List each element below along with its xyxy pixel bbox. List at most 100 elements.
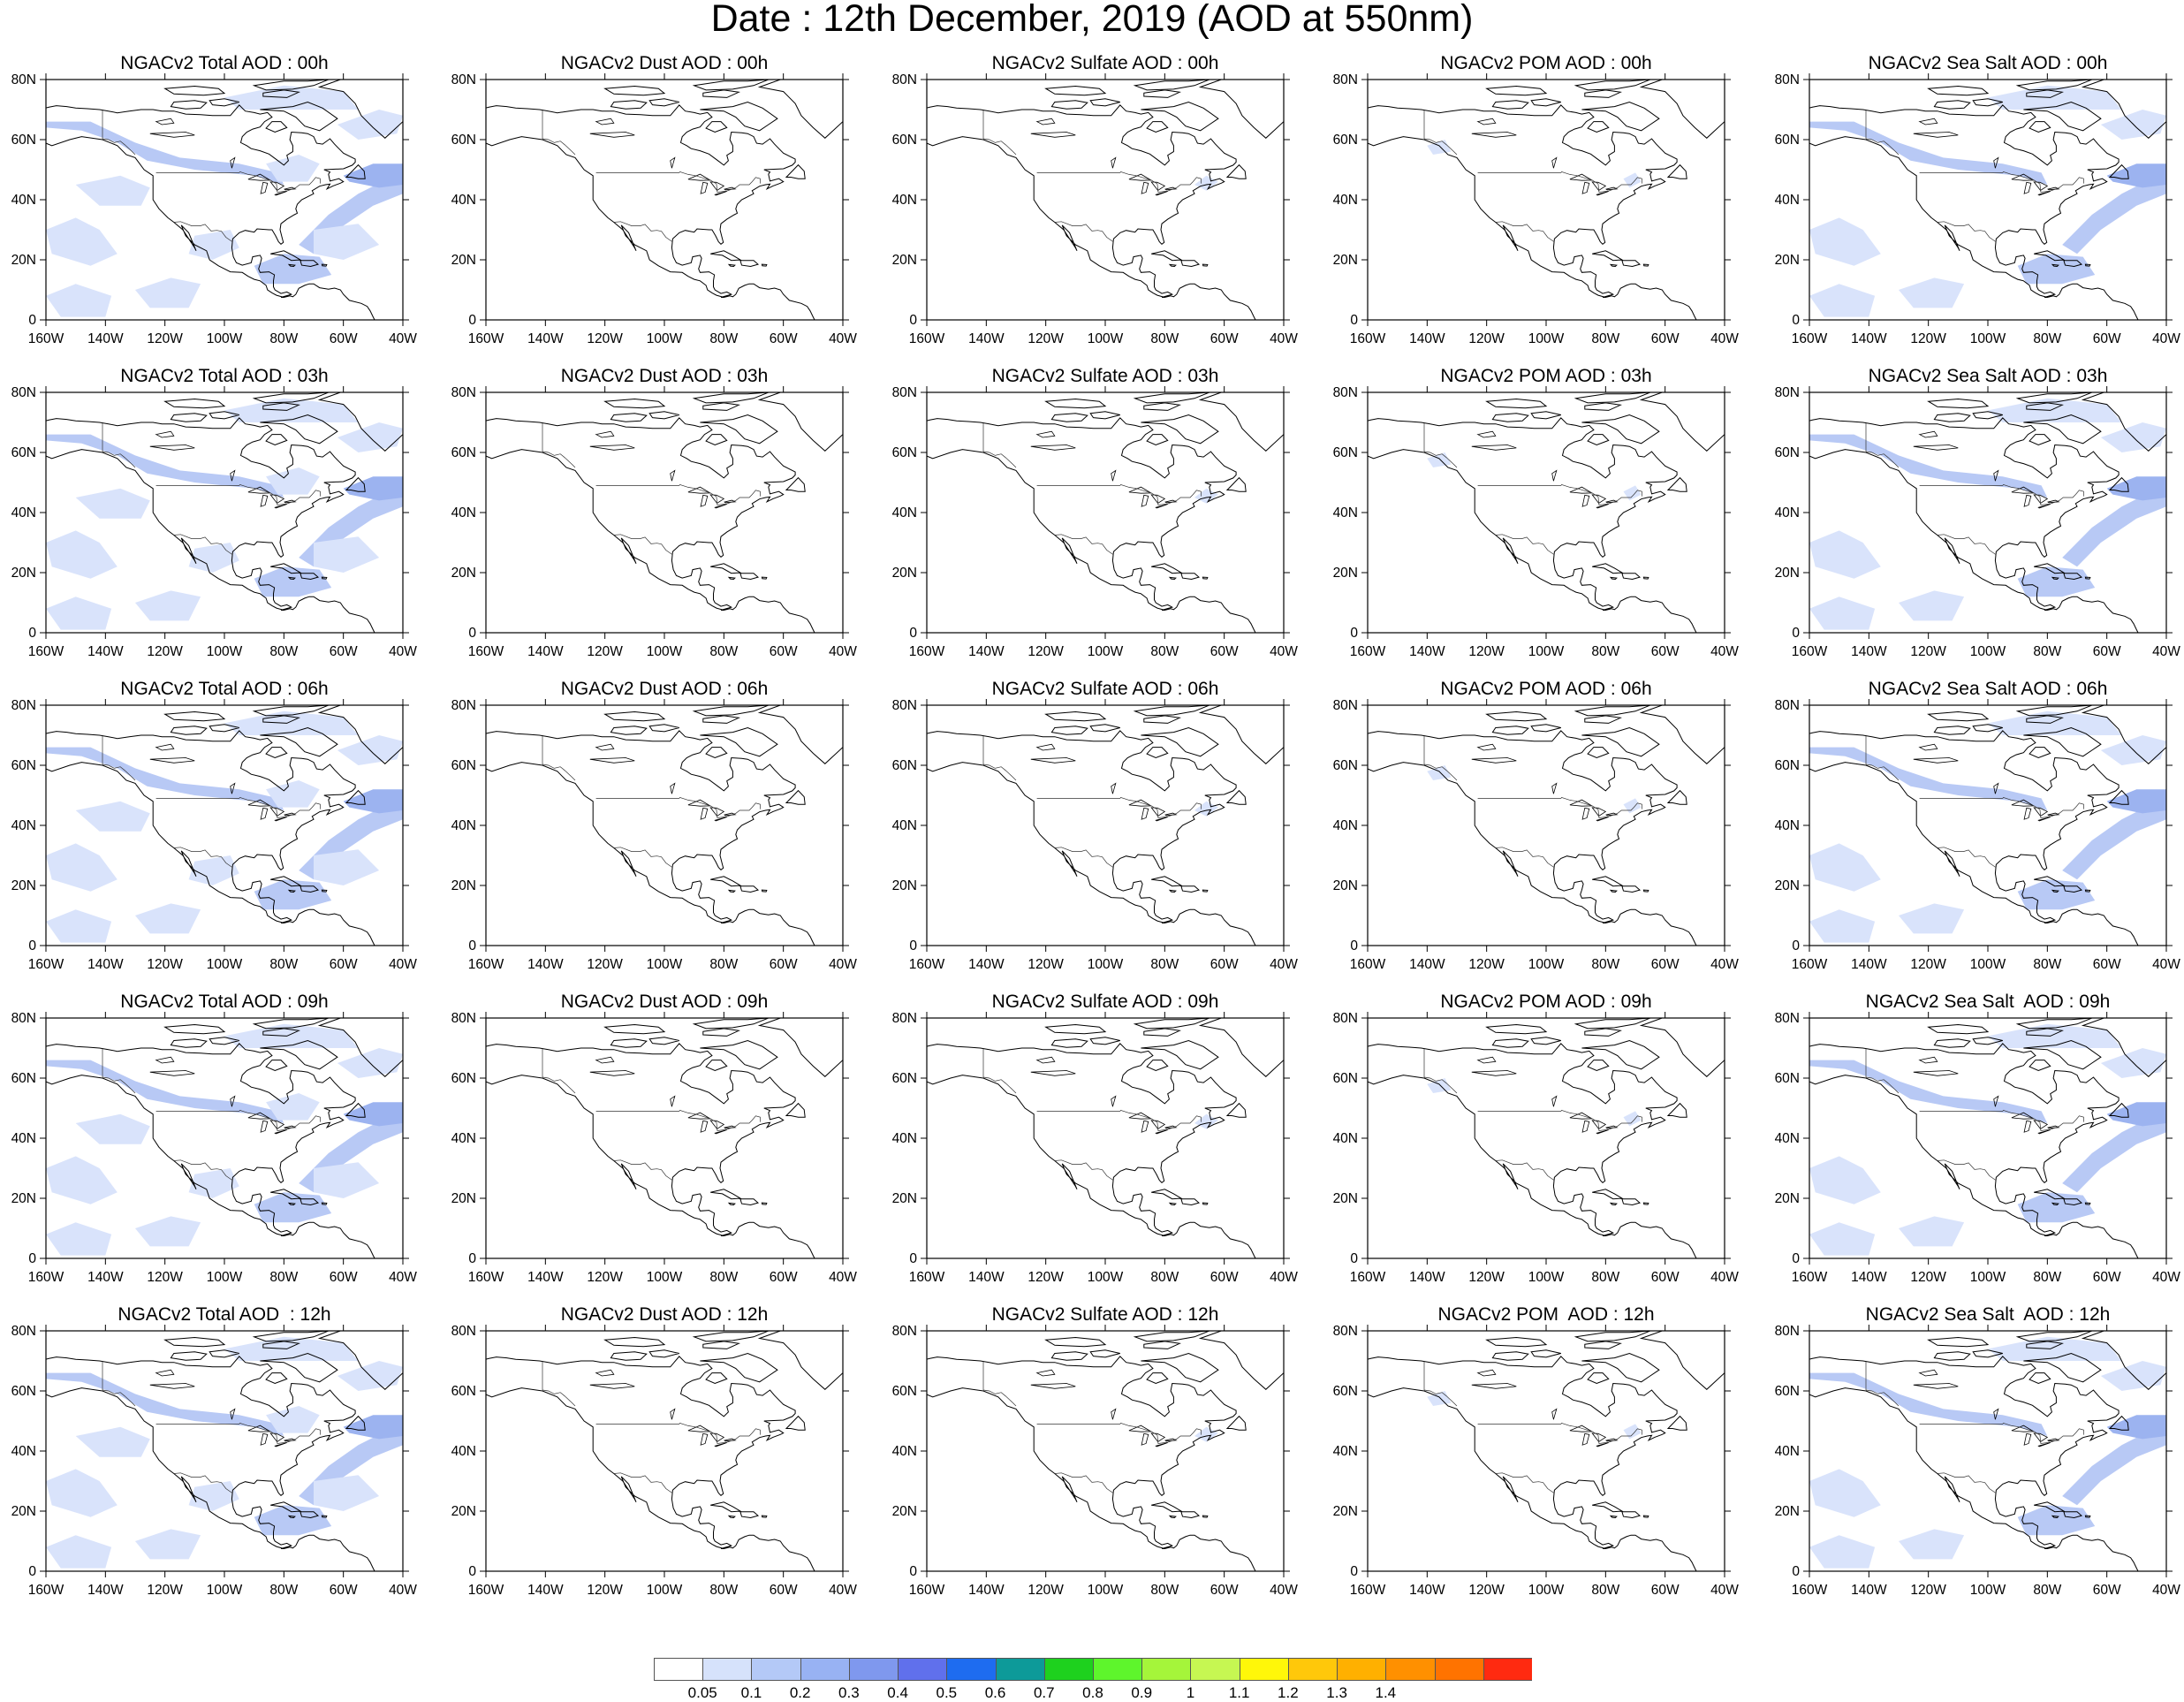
x-tick-label: 40W <box>2152 957 2180 972</box>
y-tick-label: 80N <box>451 385 476 400</box>
aod-shading-area <box>1194 1113 1218 1129</box>
panel-title: NGACv2 Sea Salt AOD : 09h <box>1865 992 2111 1012</box>
aod-shading-area <box>1809 217 1881 266</box>
x-tick-label: 140W <box>1409 331 1445 346</box>
aod-shading-area <box>1899 1529 1965 1560</box>
y-tick-label: 20N <box>451 566 476 581</box>
x-tick-label: 120W <box>1910 1583 1946 1598</box>
x-tick-label: 100W <box>1528 1270 1565 1285</box>
x-tick-label: 80W <box>709 1270 738 1285</box>
y-tick-label: 0 <box>468 626 476 641</box>
x-tick-label: 100W <box>1088 1583 1124 1598</box>
y-tick-label: 0 <box>28 1564 36 1579</box>
y-tick-label: 40N <box>451 1444 476 1459</box>
x-tick-label: 80W <box>2033 331 2061 346</box>
country-borders <box>102 110 321 243</box>
y-tick-label: 80N <box>1333 72 1358 87</box>
panel-title: NGACv2 POM AOD : 06h <box>1440 679 1652 699</box>
aod-shading-area <box>224 1336 359 1361</box>
coastline <box>927 392 1284 633</box>
y-tick-label: 80N <box>451 72 476 87</box>
x-tick-label: 80W <box>709 1583 738 1598</box>
x-tick-label: 80W <box>1591 331 1619 346</box>
x-tick-label: 40W <box>829 331 857 346</box>
x-tick-label: 80W <box>1150 1270 1179 1285</box>
y-tick-label: 20N <box>11 253 36 268</box>
aod-shading-area <box>1899 1216 1965 1247</box>
aod-shading-area <box>1809 1535 1876 1569</box>
map-plot: 160W 140W 120W 100W 80W 60W 40W 0 20N 40N 60N 80N <box>892 72 1299 346</box>
x-tick-label: 140W <box>968 331 1005 346</box>
x-tick-label: 140W <box>87 1583 124 1598</box>
y-tick-label: 0 <box>1792 938 1800 954</box>
y-tick-label: 60N <box>1333 133 1358 148</box>
aod-shading-area <box>343 789 403 814</box>
x-tick-label: 140W <box>1851 331 1887 346</box>
x-tick-label: 140W <box>1851 1583 1887 1598</box>
x-tick-label: 160W <box>28 1270 64 1285</box>
colorbar-label: 1.1 <box>1228 1684 1250 1701</box>
x-tick-label: 40W <box>2152 331 2180 346</box>
x-tick-label: 80W <box>2033 1270 2061 1285</box>
y-tick-label: 80N <box>11 1324 36 1339</box>
aod-shading-area <box>343 476 403 501</box>
x-tick-label: 60W <box>770 1270 798 1285</box>
x-tick-label: 80W <box>269 1583 298 1598</box>
aod-shading-area <box>1809 1060 2048 1123</box>
aod-shading-area <box>224 1023 359 1048</box>
x-tick-label: 160W <box>1350 957 1386 972</box>
x-tick-label: 160W <box>468 1270 504 1285</box>
x-tick-label: 140W <box>527 644 564 659</box>
y-tick-label: 80N <box>451 1011 476 1026</box>
x-tick-label: 40W <box>829 957 857 972</box>
x-tick-label: 80W <box>2033 644 2061 659</box>
y-tick-label: 0 <box>909 938 917 954</box>
map-plot: 160W 140W 120W 100W 80W 60W 40W 0 20N 40N 60N 80N <box>11 385 418 659</box>
aod-shading-area <box>46 843 118 892</box>
y-tick-label: 20N <box>892 1504 917 1519</box>
panel-title: NGACv2 Dust AOD : 09h <box>560 992 769 1012</box>
coastline <box>46 1331 403 1571</box>
y-tick-label: 20N <box>1775 1191 1800 1206</box>
coastline <box>927 705 1284 946</box>
coastline <box>46 392 403 633</box>
x-tick-label: 160W <box>468 644 504 659</box>
x-tick-label: 140W <box>527 957 564 972</box>
aod-shading-area <box>46 217 118 266</box>
x-tick-label: 40W <box>1270 957 1298 972</box>
map-plot: 160W 140W 120W 100W 80W 60W 40W 0 20N 40N 60N 80N <box>451 72 858 346</box>
colorbar-swatch <box>1190 1658 1240 1681</box>
aod-shading-area <box>75 1426 150 1457</box>
y-tick-label: 80N <box>892 385 917 400</box>
y-tick-label: 20N <box>892 878 917 893</box>
aod-shading-area <box>2106 1415 2166 1440</box>
y-tick-label: 80N <box>892 698 917 713</box>
aod-shading-area <box>1809 284 1876 317</box>
map-plot: 160W 140W 120W 100W 80W 60W 40W 0 20N 40N 60N 80N <box>892 1324 1299 1598</box>
aod-shading-area <box>1809 121 2048 185</box>
x-tick-label: 60W <box>2093 957 2121 972</box>
panel-title: NGACv2 Dust AOD : 00h <box>560 53 769 73</box>
aod-shading-area <box>343 1102 403 1127</box>
colorbar-swatch <box>946 1658 996 1681</box>
y-tick-label: 40N <box>11 193 36 208</box>
aod-shading-area <box>188 1168 239 1198</box>
colorbar-swatch <box>654 1658 703 1681</box>
panel-title: NGACv2 Dust AOD : 12h <box>560 1304 769 1325</box>
y-tick-label: 0 <box>909 313 917 328</box>
x-tick-label: 160W <box>28 957 64 972</box>
x-tick-label: 60W <box>1651 1583 1680 1598</box>
country-borders <box>982 1362 1202 1494</box>
y-tick-label: 40N <box>451 818 476 833</box>
x-tick-label: 160W <box>1350 1270 1386 1285</box>
y-tick-label: 80N <box>1333 698 1358 713</box>
aod-shading-area <box>46 530 118 579</box>
y-tick-label: 0 <box>468 938 476 954</box>
y-tick-label: 80N <box>11 698 36 713</box>
country-borders <box>982 423 1202 556</box>
aod-shading-area <box>2017 1505 2096 1536</box>
aod-shading-area <box>75 1113 150 1144</box>
aod-shading-area <box>254 1192 332 1223</box>
y-tick-label: 40N <box>1333 1131 1358 1146</box>
